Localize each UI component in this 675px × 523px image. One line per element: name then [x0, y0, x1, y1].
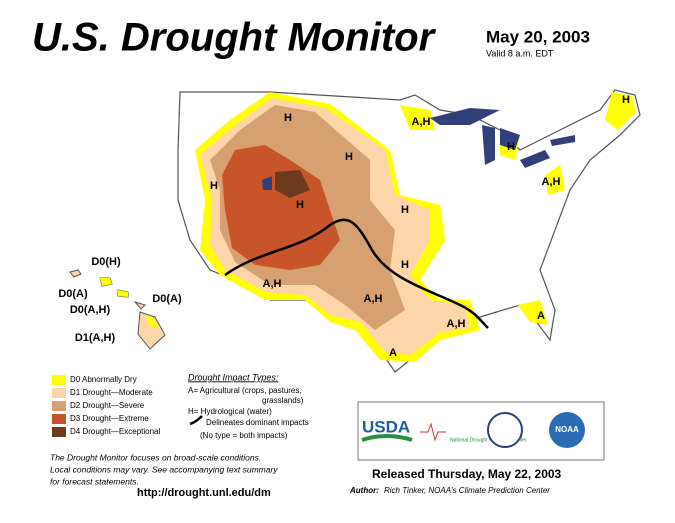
impact-line: H= Hydrological (water) — [188, 407, 272, 416]
impact-line: (No type = both impacts) — [200, 431, 288, 440]
d4-area — [275, 170, 310, 198]
legend-label: D0 Abnormally Dry — [70, 375, 137, 384]
impact-line: A= Agricultural (crops, pastures, — [188, 386, 302, 395]
great-lakes — [262, 108, 575, 190]
doc-seal — [487, 412, 523, 448]
map-label: A,H — [447, 318, 466, 330]
map-label: D1(A,H) — [75, 332, 116, 344]
map-label: H — [296, 199, 304, 211]
ndmc-logo: National Drought Mitigation Center — [450, 437, 527, 443]
date: May 20, 2003 — [486, 27, 590, 46]
footnote: The Drought Monitor focuses on broad-sca… — [50, 452, 278, 486]
legend-label: D3 Drought—Extreme — [70, 414, 149, 423]
released: Released Thursday, May 22, 2003 — [372, 467, 562, 481]
map-label: A,H — [263, 278, 282, 290]
map-label: D0(A,H) — [70, 304, 111, 316]
legend-swatch — [52, 427, 66, 437]
legend: D0 Abnormally Dry D1 Drought—Moderate D2 D… — [52, 375, 160, 437]
legend-swatch — [52, 401, 66, 411]
map-labels: H A,H H H H A,H H H H H A,H A,H A,H A A D0(H) D0(A) D0(A,… — [58, 94, 630, 359]
map-label: D0(A) — [152, 293, 182, 305]
author: Rich Tinker, NOAA's Climate Prediction C… — [384, 486, 550, 495]
noaa-logo: NOAA — [555, 425, 579, 434]
legend-swatch — [52, 414, 66, 424]
impact-line: Delineates dominant impacts — [206, 418, 309, 427]
map-label: D0(H) — [91, 256, 121, 268]
hawaii-d0 — [100, 278, 158, 328]
valid-time: Valid 8 a.m. EDT — [486, 48, 554, 58]
map-label: H — [284, 112, 292, 124]
usda-logo: USDA — [362, 417, 410, 436]
impact-line-key — [189, 415, 203, 426]
legend-swatch — [52, 388, 66, 398]
legend-label: D4 Drought—Exceptional — [70, 427, 160, 436]
impact-line — [224, 218, 489, 329]
legend-label: D1 Drought—Moderate — [70, 388, 153, 397]
noaa-seal — [549, 412, 585, 448]
map-label: A,H — [364, 293, 383, 305]
ndmc-pulse — [420, 422, 446, 442]
footnote-line: for forecast statements. — [50, 476, 139, 486]
map-label: H — [345, 151, 353, 163]
map-label: H — [210, 180, 218, 192]
url: http://drought.unl.edu/dm — [137, 487, 271, 499]
map — [69, 89, 641, 373]
author-label: Author: — [349, 486, 379, 495]
map-label: H — [401, 259, 409, 271]
impact-heading: Drought Impact Types: — [188, 372, 279, 382]
impact-line: grasslands) — [262, 396, 304, 405]
map-label: H — [401, 204, 409, 216]
legend-swatch — [52, 375, 66, 385]
legend-label: D2 Drought—Severe — [70, 401, 145, 410]
impact-list: A= Agricultural (crops, pastures,grassla… — [188, 386, 309, 440]
map-label: H — [507, 141, 515, 153]
usda-swoosh — [361, 434, 413, 442]
map-label: H — [622, 94, 630, 106]
map-label: A — [389, 347, 397, 359]
map-label: A,H — [412, 116, 431, 128]
footnote-line: The Drought Monitor focuses on broad-sca… — [50, 452, 261, 462]
map-label: A,H — [542, 176, 561, 188]
title: U.S. Drought Monitor — [32, 16, 437, 60]
map-label: A — [537, 310, 545, 322]
map-label: D0(A) — [58, 288, 88, 300]
footnote-line: Local conditions may vary. See accompany… — [50, 464, 278, 474]
